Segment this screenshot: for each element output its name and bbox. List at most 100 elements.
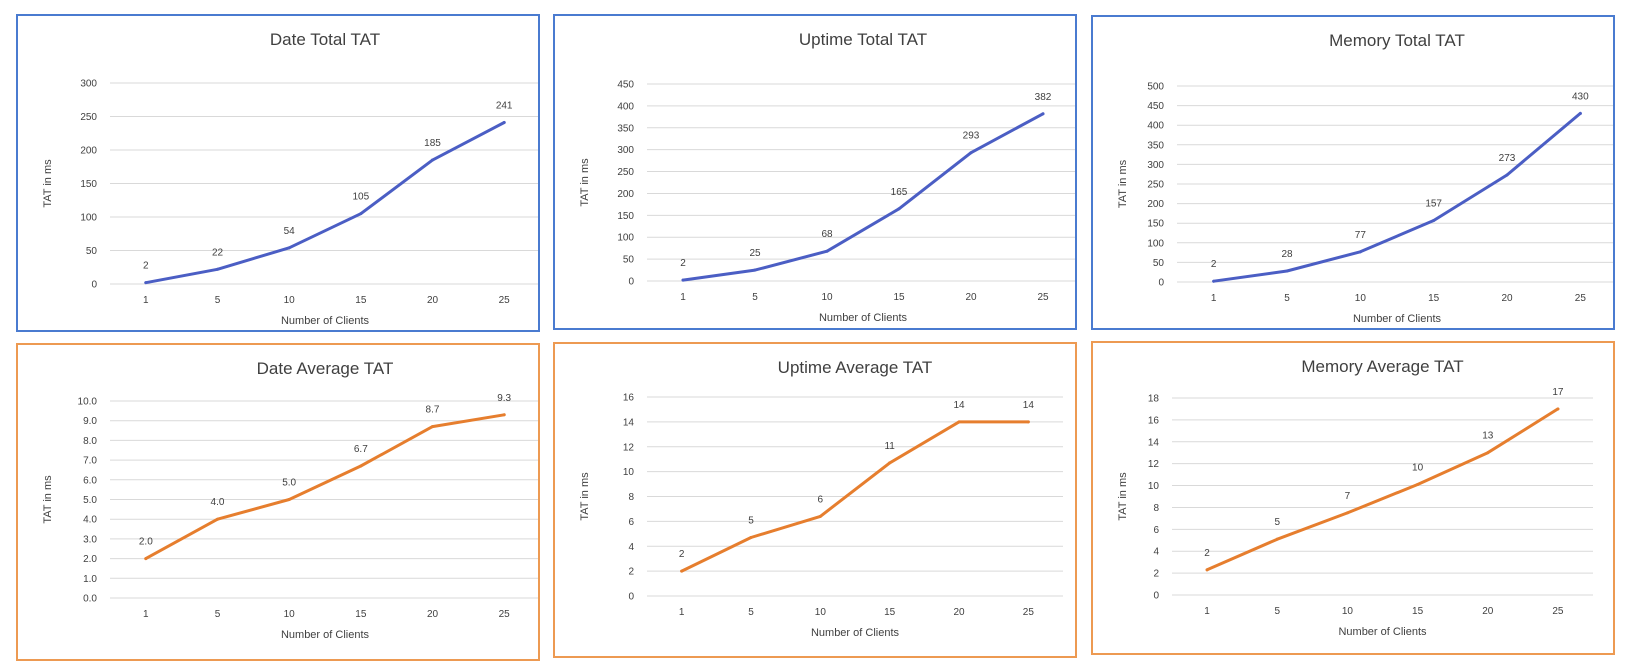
data-label: 8.7 <box>426 405 440 416</box>
data-label: 273 <box>1499 153 1516 164</box>
data-label: 6 <box>818 494 824 505</box>
y-axis-label: TAT in ms <box>579 158 591 207</box>
y-tick-label: 200 <box>80 146 97 157</box>
data-label: 11 <box>884 441 895 452</box>
series-line <box>681 112 1045 282</box>
chart-panel-uptime-total: Uptime Total TAT 0 50 100 150 200 250 300 350 400… <box>553 14 1077 330</box>
y-tick-label: 400 <box>1147 121 1164 132</box>
y-tick-label: 350 <box>617 123 634 134</box>
y-tick-label: 150 <box>617 211 634 222</box>
data-label: 13 <box>1482 431 1494 442</box>
series-line <box>1212 111 1582 283</box>
chart-title: Uptime Total TAT <box>799 30 927 49</box>
y-tick-label: 2.0 <box>83 554 97 565</box>
y-tick-label: 50 <box>86 246 98 257</box>
data-point <box>681 278 685 282</box>
y-tick-label: 300 <box>617 145 634 156</box>
data-label: 25 <box>749 248 761 259</box>
data-label: 54 <box>284 226 296 237</box>
chart-panel-memory-average: Memory Average TAT 0 2 4 6 8 10 12 14 16 18 1 5 10 15 2… <box>1091 341 1615 655</box>
y-tick-label: 8.0 <box>83 436 97 447</box>
x-axis-label: Number of Clients <box>811 627 900 639</box>
data-point <box>144 557 148 561</box>
y-tick-label: 100 <box>617 233 634 244</box>
data-label: 5 <box>748 516 754 527</box>
data-point <box>753 268 757 272</box>
y-tick-label: 6 <box>1153 525 1159 536</box>
data-point <box>1345 511 1349 515</box>
y-tick-label: 200 <box>617 189 634 200</box>
data-point <box>1486 451 1490 455</box>
data-label: 22 <box>212 247 224 258</box>
data-label: 165 <box>891 187 908 198</box>
chart-1-svg: Uptime Total TAT 0 50 100 150 200 250 300 350 400… <box>579 30 1075 324</box>
data-point <box>1212 279 1216 283</box>
chart-title: Memory Total TAT <box>1329 31 1465 50</box>
x-tick-label: 15 <box>355 295 367 306</box>
series-line <box>1205 407 1560 572</box>
x-tick-label: 20 <box>427 295 439 306</box>
x-tick-label: 20 <box>1501 293 1513 304</box>
x-axis-label: Number of Clients <box>819 312 908 324</box>
y-tick-label: 12 <box>623 442 635 453</box>
y-tick-label: 7.0 <box>83 456 97 467</box>
x-tick-label: 15 <box>355 609 367 620</box>
data-label: 9.3 <box>497 393 511 404</box>
data-point <box>502 121 506 125</box>
y-tick-label: 6 <box>628 517 634 528</box>
series-line <box>144 413 506 561</box>
chart-title: Date Total TAT <box>270 30 380 49</box>
x-tick-label: 20 <box>1482 606 1494 617</box>
data-label: 293 <box>963 131 980 142</box>
x-tick-label: 15 <box>884 607 896 618</box>
x-tick-label: 10 <box>284 609 296 620</box>
data-label: 4.0 <box>211 497 225 508</box>
y-tick-label: 400 <box>617 101 634 112</box>
chart-2-svg: Memory Total TAT 0 50 100 150 200 250 300 350 400… <box>1117 31 1613 325</box>
data-label: 105 <box>352 192 369 203</box>
data-label: 77 <box>1355 230 1367 241</box>
x-tick-label: 1 <box>1211 293 1217 304</box>
y-tick-label: 350 <box>1147 140 1164 151</box>
data-point <box>287 246 291 250</box>
data-label: 5.0 <box>282 478 296 489</box>
data-point <box>1026 420 1030 424</box>
x-tick-label: 10 <box>1342 606 1354 617</box>
data-point <box>897 207 901 211</box>
y-tick-label: 450 <box>617 80 634 91</box>
chart-panel-memory-total: Memory Total TAT 0 50 100 150 200 250 300 350 400… <box>1091 15 1615 330</box>
x-tick-label: 25 <box>1575 293 1587 304</box>
y-axis-label: TAT in ms <box>1117 159 1129 208</box>
x-axis-label: Number of Clients <box>281 315 370 327</box>
data-label: 2 <box>679 549 685 560</box>
y-tick-label: 500 <box>1147 82 1164 93</box>
data-point <box>888 461 892 465</box>
data-point <box>216 267 219 271</box>
chart-title: Uptime Average TAT <box>778 358 933 377</box>
data-label: 7 <box>1345 491 1351 502</box>
data-point <box>1416 482 1420 486</box>
chart-panel-uptime-average: Uptime Average TAT 0 2 4 6 8 10 12 14 16 1 5 10 15 20 2… <box>553 342 1077 658</box>
y-tick-label: 4 <box>628 542 634 553</box>
data-label: 430 <box>1572 91 1589 102</box>
x-tick-label: 20 <box>427 609 439 620</box>
chart-panel-date-total: Date Total TAT 0 50 100 150 200 250 300 1 5 10 15 20… <box>16 14 540 332</box>
y-tick-label: 0 <box>1153 591 1159 602</box>
x-tick-label: 15 <box>1412 606 1424 617</box>
y-axis-label: TAT in ms <box>579 472 591 521</box>
x-axis-label: Number of Clients <box>1353 313 1442 325</box>
data-point <box>680 569 684 573</box>
data-point <box>1432 218 1436 222</box>
y-tick-label: 300 <box>1147 160 1164 171</box>
x-tick-label: 25 <box>499 609 511 620</box>
data-label: 14 <box>953 400 965 411</box>
y-tick-label: 16 <box>623 393 635 404</box>
y-tick-label: 50 <box>1153 258 1165 269</box>
data-point <box>957 420 961 424</box>
data-point <box>1505 173 1509 177</box>
chart-title: Memory Average TAT <box>1301 357 1463 376</box>
y-tick-label: 250 <box>80 112 97 123</box>
x-tick-label: 10 <box>284 295 296 306</box>
chart-panel-date-average: Date Average TAT 0.0 1.0 2.0 3.0 4.0 5.0 6.0 7.0… <box>16 343 540 661</box>
